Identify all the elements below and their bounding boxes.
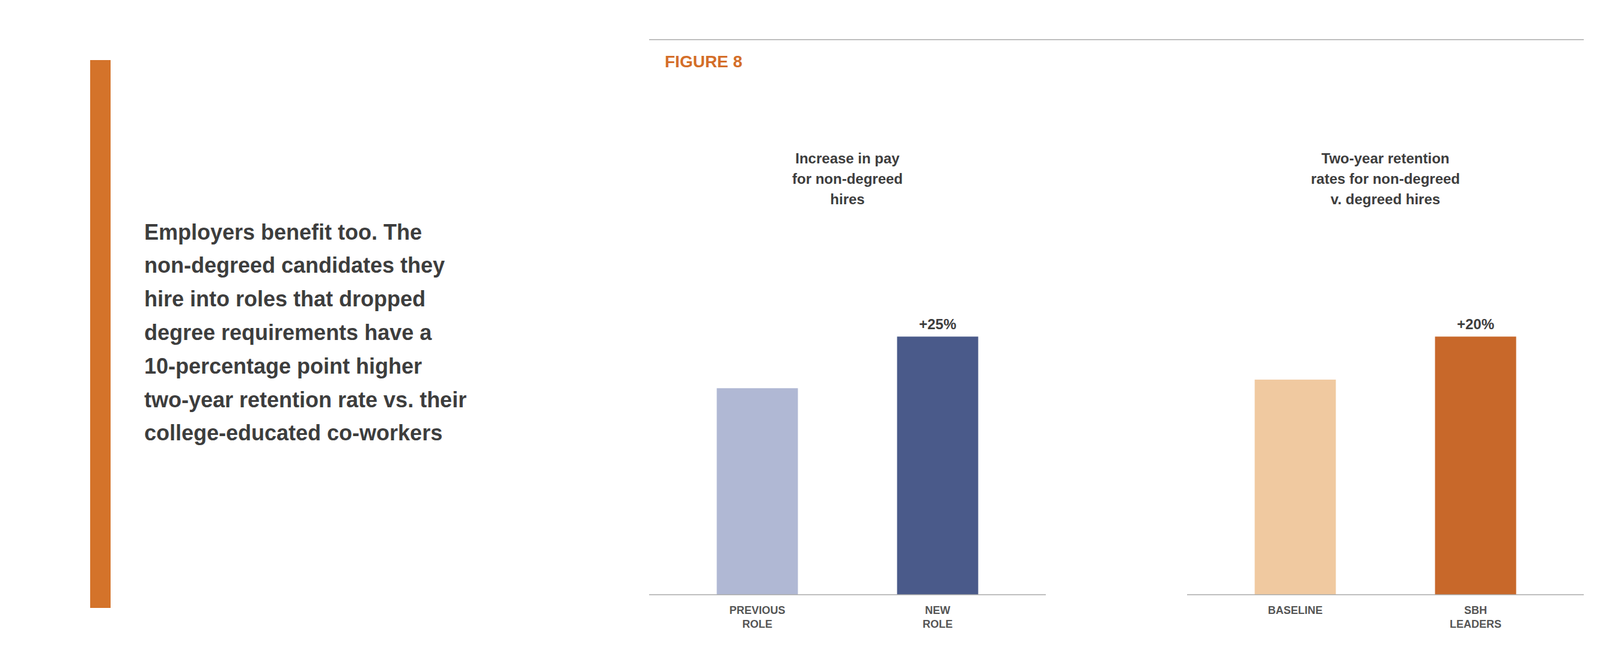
page: Employers benefit too. The non-degreed ca… [0,0,1600,668]
description-text: Employers benefit too. The non-degreed ca… [144,219,467,446]
bar-chart: Two-year retention rates for non-degreed v… [1187,150,1584,631]
accent-bar [90,60,111,609]
x-tick-label: NEWROLE [922,604,953,631]
chart-title-line: Increase in pay [795,150,900,168]
bar [1435,336,1517,596]
description-line: college-educated co-workers [144,420,443,446]
bars [717,336,979,596]
bar-chart: Increase in pay for non-degreed hires PREVI… [649,150,1046,631]
bar-annotation: +25% [919,316,957,333]
chart-title-line: for non-degreed [792,170,903,187]
chart-title: Two-year retention rates for non-degreed v… [1310,150,1460,208]
description-line: two-year retention rate vs. their [144,387,467,412]
bar [897,336,979,596]
x-tick-label-line: NEW [925,604,951,617]
chart-title-line: Two-year retention [1321,150,1450,168]
description-line: Employers benefit too. The [144,219,422,245]
chart-title-line: v. degreed hires [1330,191,1441,208]
description-line: 10-percentage point higher [144,353,422,379]
x-tick-label-line: PREVIOUS [729,604,785,617]
bar [1254,379,1337,596]
x-tick-label-line: SBH [1464,604,1488,617]
bars [1254,336,1517,596]
description-line: non-degreed candidates they [144,253,445,278]
bar-annotation: +20% [1456,316,1495,333]
x-tick-label: SBHLEADERS [1449,604,1502,631]
background [0,0,1600,668]
description-line: degree requirements have a [144,320,433,346]
x-tick-label: PREVIOUSROLE [729,604,785,631]
figure: Employers benefit too. The non-degreed ca… [0,0,1600,668]
chart-title-line: rates for non-degreed [1310,170,1460,187]
x-axis-line [649,594,1046,596]
chart-title-line: hires [830,191,865,208]
figure-label: FIGURE 8 [664,52,743,71]
x-tick-label-line: LEADERS [1449,618,1502,631]
x-tick-label-line: ROLE [742,618,773,631]
description-line: hire into roles that dropped [144,286,426,312]
header-rule [649,39,1584,41]
x-tick-label-line: ROLE [922,618,953,631]
chart-title: Increase in pay for non-degreed hires [792,150,903,208]
x-axis-line [1187,594,1584,596]
x-tick-label: BASELINE [1267,604,1323,617]
bar [717,388,799,596]
x-tick-label-line: BASELINE [1267,604,1323,617]
